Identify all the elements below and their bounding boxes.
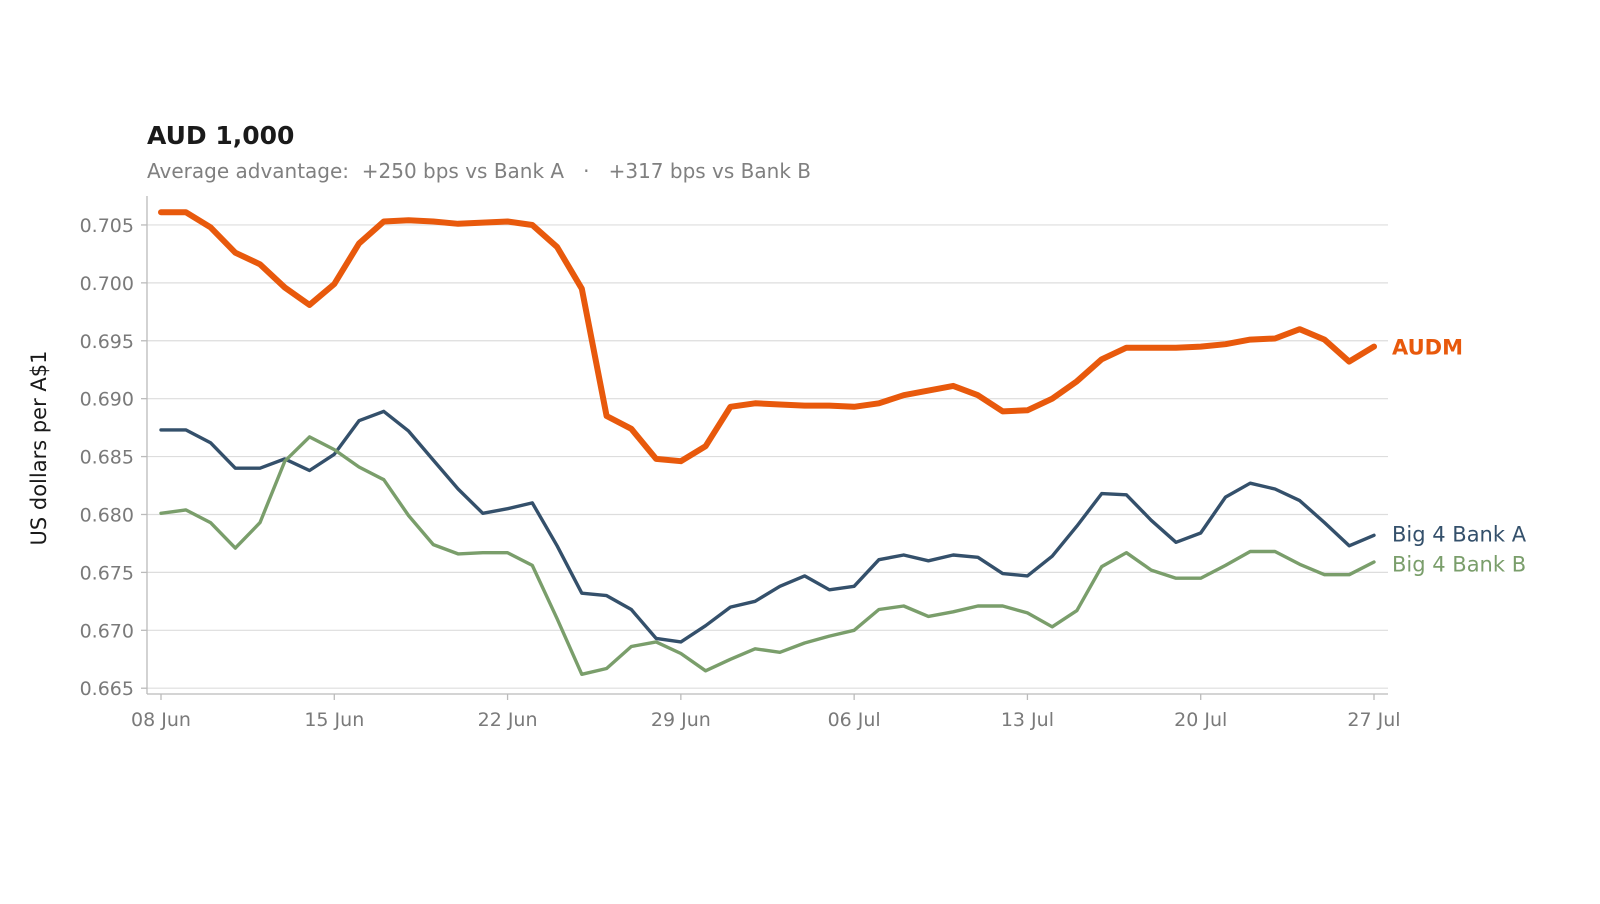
x-tick-label: 27 Jul [1347,709,1400,731]
series-labels: AUDM Big 4 Bank A Big 4 Bank B [1392,336,1527,577]
x-tick-label: 06 Jul [828,709,881,731]
x-tick-label: 15 Jun [304,709,364,731]
series-line-audm [158,209,1377,465]
y-tick-label: 0.695 [80,331,134,353]
y-tick-label: 0.690 [80,389,134,411]
y-tick-label: 0.665 [80,678,134,700]
series-label-big-4-bank-a: Big 4 Bank A [1392,523,1527,547]
x-tick-label: 20 Jul [1174,709,1227,731]
grid-lines [147,224,1388,689]
y-tick-label: 0.705 [80,215,134,237]
y-tick-label: 0.680 [80,504,134,526]
series-label-big-4-bank-b: Big 4 Bank B [1392,553,1526,577]
series-lines [158,209,1377,676]
x-tick-label: 08 Jun [131,709,191,731]
y-tick-label: 0.670 [80,620,134,642]
y-axis-label: US dollars per A$1 [27,351,51,546]
y-tick-label: 0.675 [80,562,134,584]
y-tick-label: 0.685 [80,447,134,469]
series-line-big-4-bank-b [159,435,1376,676]
chart-title: AUD 1,000 [147,121,294,150]
series-line-big-4-bank-a [159,409,1376,644]
x-tick-label: 13 Jul [1001,709,1054,731]
chart-subtitle: Average advantage: +250 bps vs Bank A · … [147,159,811,183]
x-tick-label: 29 Jun [651,709,711,731]
y-tick-label: 0.700 [80,273,134,295]
series-label-audm: AUDM [1392,336,1463,360]
axes: 0.665 0.670 0.675 0.680 0.685 0.690 0.695 0.700… [80,196,1401,731]
x-tick-label: 22 Jun [478,709,538,731]
